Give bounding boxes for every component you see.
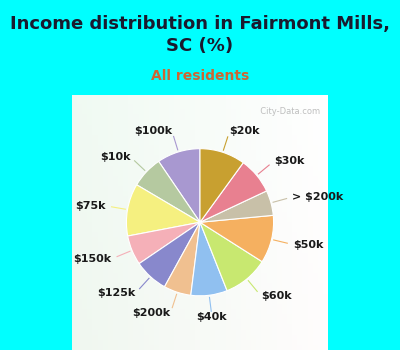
Text: All residents: All residents: [151, 69, 249, 83]
Wedge shape: [139, 222, 200, 287]
Wedge shape: [137, 161, 200, 222]
Text: $10k: $10k: [100, 152, 130, 162]
Wedge shape: [159, 149, 200, 222]
Text: $20k: $20k: [230, 126, 260, 136]
Wedge shape: [200, 191, 273, 222]
Wedge shape: [164, 222, 200, 295]
Wedge shape: [191, 222, 227, 296]
Text: $60k: $60k: [261, 291, 292, 301]
Text: $200k: $200k: [132, 308, 170, 318]
Text: $100k: $100k: [134, 126, 172, 136]
Wedge shape: [128, 222, 200, 264]
Text: $40k: $40k: [197, 312, 227, 322]
Text: $125k: $125k: [97, 288, 136, 298]
Wedge shape: [200, 215, 274, 262]
Wedge shape: [200, 149, 243, 222]
Text: > $200k: > $200k: [292, 192, 344, 202]
Wedge shape: [200, 163, 266, 222]
Text: City-Data.com: City-Data.com: [255, 107, 320, 116]
Text: $75k: $75k: [75, 201, 106, 211]
Text: Income distribution in Fairmont Mills,
SC (%): Income distribution in Fairmont Mills, S…: [10, 15, 390, 55]
Text: $150k: $150k: [74, 254, 112, 264]
Wedge shape: [200, 222, 262, 290]
Text: $50k: $50k: [293, 240, 323, 250]
Wedge shape: [126, 185, 200, 236]
Text: $30k: $30k: [274, 156, 304, 166]
